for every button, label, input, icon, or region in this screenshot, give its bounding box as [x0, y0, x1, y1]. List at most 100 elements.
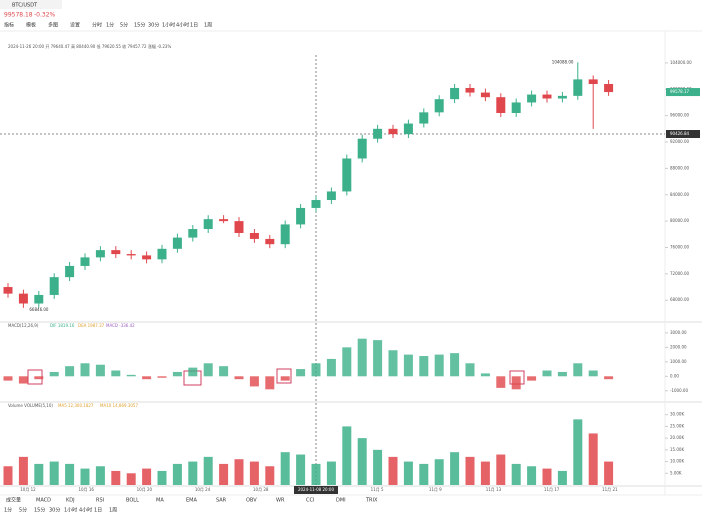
info-line: 2024-11-26 20:00 开 79640.47 高 80440.90 低…	[8, 43, 171, 49]
toolbar-item[interactable]: 1小时	[162, 22, 175, 29]
candle-body	[49, 277, 59, 295]
x-tick-label: 10月 12	[20, 487, 36, 492]
candle-body	[249, 232, 259, 239]
y-tick-label: 68000.00	[670, 297, 690, 302]
volume-title: Volume VOLUME(5,10)	[8, 403, 53, 408]
macd-bar	[496, 376, 506, 388]
toolbar-item[interactable]: 1周	[204, 23, 212, 29]
indicator-tab[interactable]: EMA	[186, 498, 197, 504]
toolbar-item[interactable]: 分时	[92, 22, 102, 29]
toolbar-item[interactable]: 1日	[190, 23, 198, 29]
period-tab[interactable]: 15分	[34, 507, 45, 514]
period-tab[interactable]: 30分	[49, 507, 60, 514]
macd-dea: DEA 1987.37	[78, 323, 105, 328]
toolbar-item[interactable]: 指标	[4, 22, 14, 29]
toolbar-item[interactable]: 1分	[106, 22, 114, 29]
volume-bar	[249, 461, 259, 485]
candle-body	[573, 79, 583, 96]
period-tab[interactable]: 4小时	[79, 507, 92, 514]
y-tick-label: 96000.00	[670, 113, 690, 118]
toolbar-item[interactable]: 5分	[120, 22, 128, 29]
macd-bar	[157, 376, 167, 378]
tab[interactable]	[0, 0, 62, 9]
candle-body	[80, 257, 90, 266]
toolbar-item[interactable]: 4小时	[176, 22, 189, 29]
y-tick-label: 84000.00	[670, 192, 690, 197]
indicator-tab[interactable]: WR	[276, 498, 285, 504]
macd-bar	[265, 376, 275, 390]
candle-body	[388, 128, 398, 135]
indicator-tab[interactable]: DMI	[336, 498, 346, 504]
candle-body	[419, 112, 429, 124]
y-tick-label: 88000.00	[670, 165, 690, 170]
cross-price-label: 90426.84	[670, 131, 690, 136]
candle-body	[326, 191, 336, 201]
volume-bar	[95, 466, 105, 485]
candle-body	[95, 250, 105, 258]
macd-bar	[172, 371, 182, 377]
y-tick-label: 30.00K	[670, 412, 684, 417]
indicator-tab[interactable]: MA	[156, 498, 164, 504]
candle-body	[450, 87, 460, 100]
indicator-tab[interactable]: MACD	[36, 498, 51, 504]
volume-ma5: MA5 12,300.1827	[58, 403, 94, 408]
macd-bar	[188, 367, 198, 377]
x-tick-label: 11月 9	[429, 487, 442, 492]
macd-bar	[219, 366, 229, 377]
macd-bar	[80, 363, 90, 377]
indicator-tab[interactable]: BOLL	[126, 498, 139, 504]
candle-body	[296, 207, 306, 225]
candle-body	[203, 219, 213, 230]
cross-price-tag	[666, 130, 700, 138]
candle-body	[342, 158, 352, 192]
toolbar-item[interactable]: 多图	[48, 22, 58, 29]
period-tab[interactable]: 1周	[109, 508, 117, 514]
candle-body	[142, 255, 152, 260]
volume-bar	[511, 463, 521, 485]
indicator-tab[interactable]: KDJ	[66, 498, 75, 504]
volume-bar	[203, 456, 213, 485]
macd-bar	[527, 376, 537, 381]
volume-bar	[342, 426, 352, 485]
period-tab[interactable]: 1日	[94, 508, 102, 514]
candle-body	[234, 221, 244, 233]
volume-bar	[111, 470, 121, 485]
volume-bar	[357, 438, 367, 485]
y-tick-label: 3000.00	[670, 330, 687, 335]
change: -0.32%	[34, 12, 56, 19]
volume-bar	[265, 466, 275, 485]
candle-body	[157, 248, 167, 260]
period-tab[interactable]: 1分	[4, 507, 12, 514]
indicator-tab[interactable]: 成交量	[6, 497, 21, 504]
macd-bar	[588, 370, 598, 377]
macd-bar	[311, 363, 321, 377]
indicator-tab[interactable]: SAR	[216, 498, 227, 504]
macd-bar	[403, 354, 413, 377]
volume-ma10: MA10 14,869.3057	[100, 403, 138, 408]
indicator-tab[interactable]: CCI	[306, 498, 314, 504]
candle-body	[265, 238, 275, 245]
period-tab[interactable]: 1小时	[64, 507, 77, 514]
candle-body	[604, 84, 614, 93]
y-tick-label: 76000.00	[670, 244, 690, 249]
volume-bar	[450, 452, 460, 485]
period-tab[interactable]: 5分	[19, 507, 27, 514]
toolbar-item[interactable]: 30分	[148, 22, 159, 29]
candle-body	[219, 219, 229, 222]
volume-bar	[573, 419, 583, 485]
candle-body	[126, 254, 136, 256]
toolbar-item[interactable]: 模板	[26, 22, 36, 29]
x-tick-label: 11月 13	[486, 487, 502, 492]
low-label: 66846.00	[29, 307, 49, 312]
candle-body	[557, 95, 567, 99]
candle-body	[34, 294, 44, 304]
last-price-label: 99578.17	[670, 89, 690, 94]
indicator-tab[interactable]: OBV	[246, 498, 257, 504]
toolbar-item[interactable]: 15分	[134, 22, 145, 29]
macd-bar	[511, 376, 521, 390]
x-tick-label: 10月 28	[253, 487, 269, 492]
indicator-tab[interactable]: RSI	[96, 498, 104, 504]
toolbar-item[interactable]: 设置	[70, 22, 80, 29]
macd-bar	[111, 370, 121, 377]
indicator-tab[interactable]: TRIX	[365, 498, 378, 504]
